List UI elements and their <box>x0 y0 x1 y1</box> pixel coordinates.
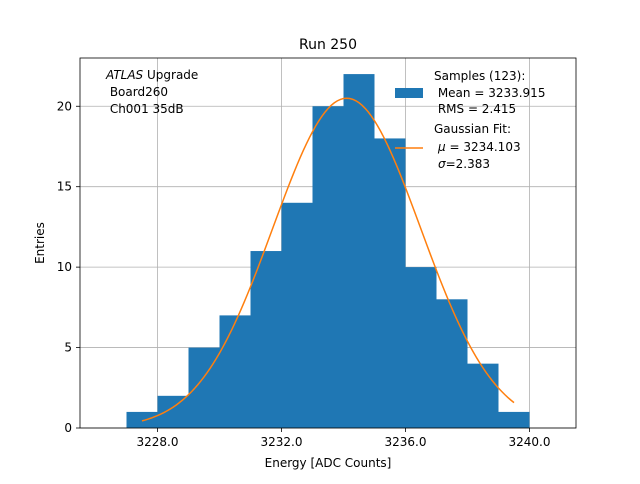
histogram-bar <box>436 299 468 428</box>
y-tick-label: 0 <box>64 421 72 435</box>
legend-mu-symbol: μ <box>437 140 446 154</box>
histogram-bar <box>250 251 282 428</box>
annotation-line-3: Ch001 35dB <box>106 102 184 116</box>
annotation-upgrade: Upgrade <box>143 68 198 82</box>
x-tick-label: 3240.0 <box>509 435 551 449</box>
histogram-bar <box>312 106 344 429</box>
x-tick-label: 3228.0 <box>137 435 179 449</box>
annotation-line-2: Board260 <box>106 85 168 99</box>
chart-title: Run 250 <box>299 37 357 53</box>
histogram-bar <box>405 267 437 428</box>
histogram-bar <box>219 315 251 428</box>
legend-hist-swatch <box>395 88 423 98</box>
y-axis-label: Entries <box>33 222 47 264</box>
legend-sigma-value: =2.383 <box>446 157 490 171</box>
legend-sigma-symbol: σ <box>438 157 446 171</box>
y-tick-label: 5 <box>64 341 72 355</box>
histogram-bars <box>126 74 530 429</box>
y-tick-label: 10 <box>57 260 72 274</box>
histogram-bar <box>126 411 158 428</box>
histogram-bar <box>374 138 406 428</box>
legend-fit-line-3: σ=2.383 <box>438 157 490 171</box>
y-axis-ticks: 0 5 10 15 20 <box>57 99 80 435</box>
legend-mu-value: = 3234.103 <box>446 140 521 154</box>
histogram-bar <box>281 202 313 428</box>
histogram-bar <box>467 363 499 428</box>
annotation-atlas: ATLAS <box>105 68 144 82</box>
legend-fit-line-2: μ = 3234.103 <box>437 140 521 154</box>
legend-hist-line-3: RMS = 2.415 <box>434 102 516 116</box>
legend-hist-line-2: Mean = 3233.915 <box>434 86 545 100</box>
x-axis-ticks: 3228.0 3232.0 3236.0 3240.0 <box>137 428 551 449</box>
x-axis-label: Energy [ADC Counts] <box>265 456 392 470</box>
legend: Samples (123): Mean = 3233.915 RMS = 2.4… <box>395 69 545 171</box>
annotation-line-1: ATLAS Upgrade <box>105 68 198 82</box>
atlas-annotation: ATLAS Upgrade Board260 Ch001 35dB <box>105 68 198 116</box>
plot-frame <box>79 57 577 429</box>
histogram-bar <box>343 74 375 428</box>
legend-hist-line-1: Samples (123): <box>434 69 525 83</box>
legend-fit-line-1: Gaussian Fit: <box>434 122 511 136</box>
x-tick-label: 3236.0 <box>385 435 427 449</box>
histogram-bar <box>157 395 189 428</box>
x-tick-label: 3232.0 <box>261 435 303 449</box>
y-tick-label: 15 <box>57 180 72 194</box>
y-tick-label: 20 <box>57 99 72 113</box>
gaussian-fit-curve <box>141 97 515 422</box>
histogram-bar <box>498 411 530 428</box>
